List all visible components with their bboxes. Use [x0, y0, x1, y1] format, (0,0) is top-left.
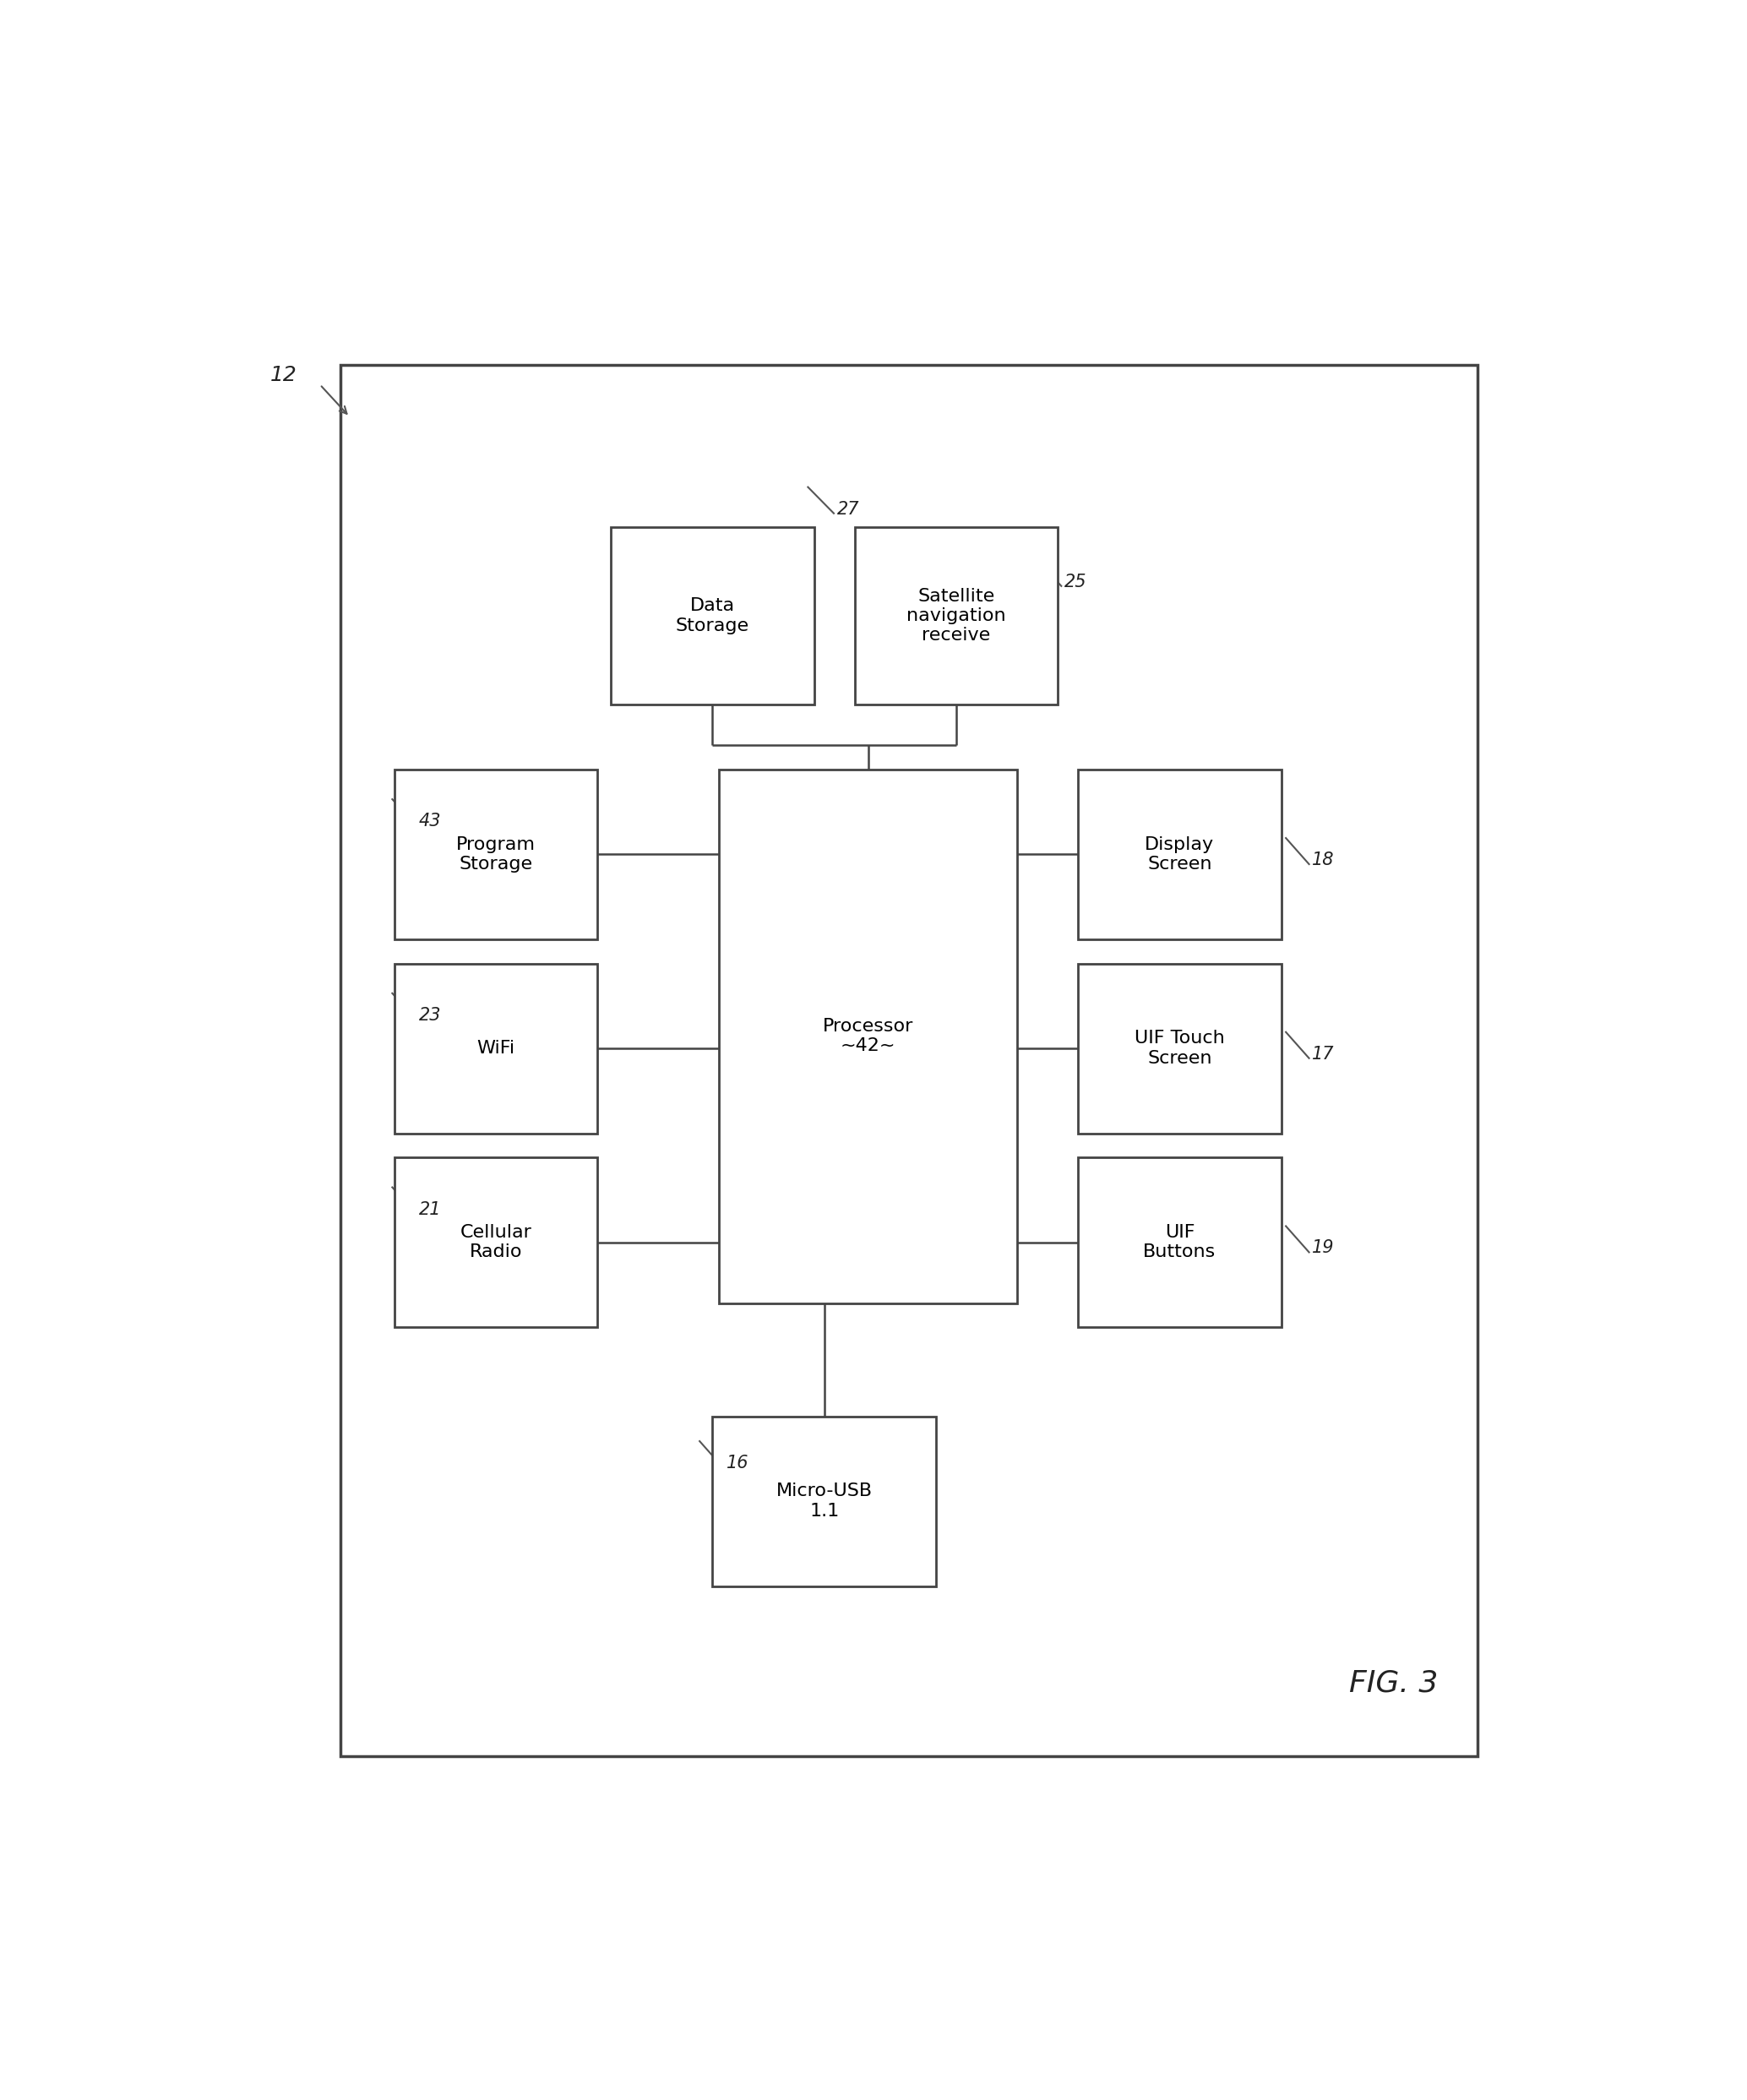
- Text: WiFi: WiFi: [477, 1040, 515, 1056]
- Bar: [395, 1157, 597, 1327]
- Bar: [395, 769, 597, 939]
- Text: 19: 19: [1312, 1239, 1335, 1256]
- Text: UIF Touch
Screen: UIF Touch Screen: [1134, 1031, 1225, 1067]
- Bar: [395, 964, 597, 1134]
- Text: Cellular
Radio: Cellular Radio: [459, 1224, 531, 1260]
- Text: UIF
Buttons: UIF Buttons: [1143, 1224, 1216, 1260]
- Text: 21: 21: [419, 1201, 442, 1218]
- Text: Display
Screen: Display Screen: [1144, 836, 1214, 874]
- Text: 16: 16: [727, 1455, 748, 1472]
- Bar: [720, 769, 1017, 1302]
- Bar: [1078, 769, 1281, 939]
- Bar: [341, 365, 1478, 1756]
- Text: 12: 12: [271, 365, 297, 384]
- Bar: [611, 527, 814, 706]
- Text: 27: 27: [837, 500, 860, 517]
- Bar: [854, 527, 1059, 706]
- Text: Program
Storage: Program Storage: [456, 836, 536, 874]
- Text: Data
Storage: Data Storage: [676, 598, 749, 634]
- Bar: [1078, 964, 1281, 1134]
- Text: Processor
~42~: Processor ~42~: [823, 1018, 914, 1054]
- Text: 17: 17: [1312, 1046, 1335, 1063]
- Bar: [1078, 1157, 1281, 1327]
- Text: Micro-USB
1.1: Micro-USB 1.1: [776, 1483, 872, 1520]
- Text: 18: 18: [1312, 850, 1335, 869]
- Text: 25: 25: [1064, 573, 1087, 590]
- Text: FIG. 3: FIG. 3: [1349, 1670, 1438, 1697]
- Text: 43: 43: [419, 813, 442, 830]
- Text: 23: 23: [419, 1006, 442, 1023]
- Text: Satellite
navigation
receive: Satellite navigation receive: [907, 588, 1006, 645]
- Bar: [713, 1415, 936, 1586]
